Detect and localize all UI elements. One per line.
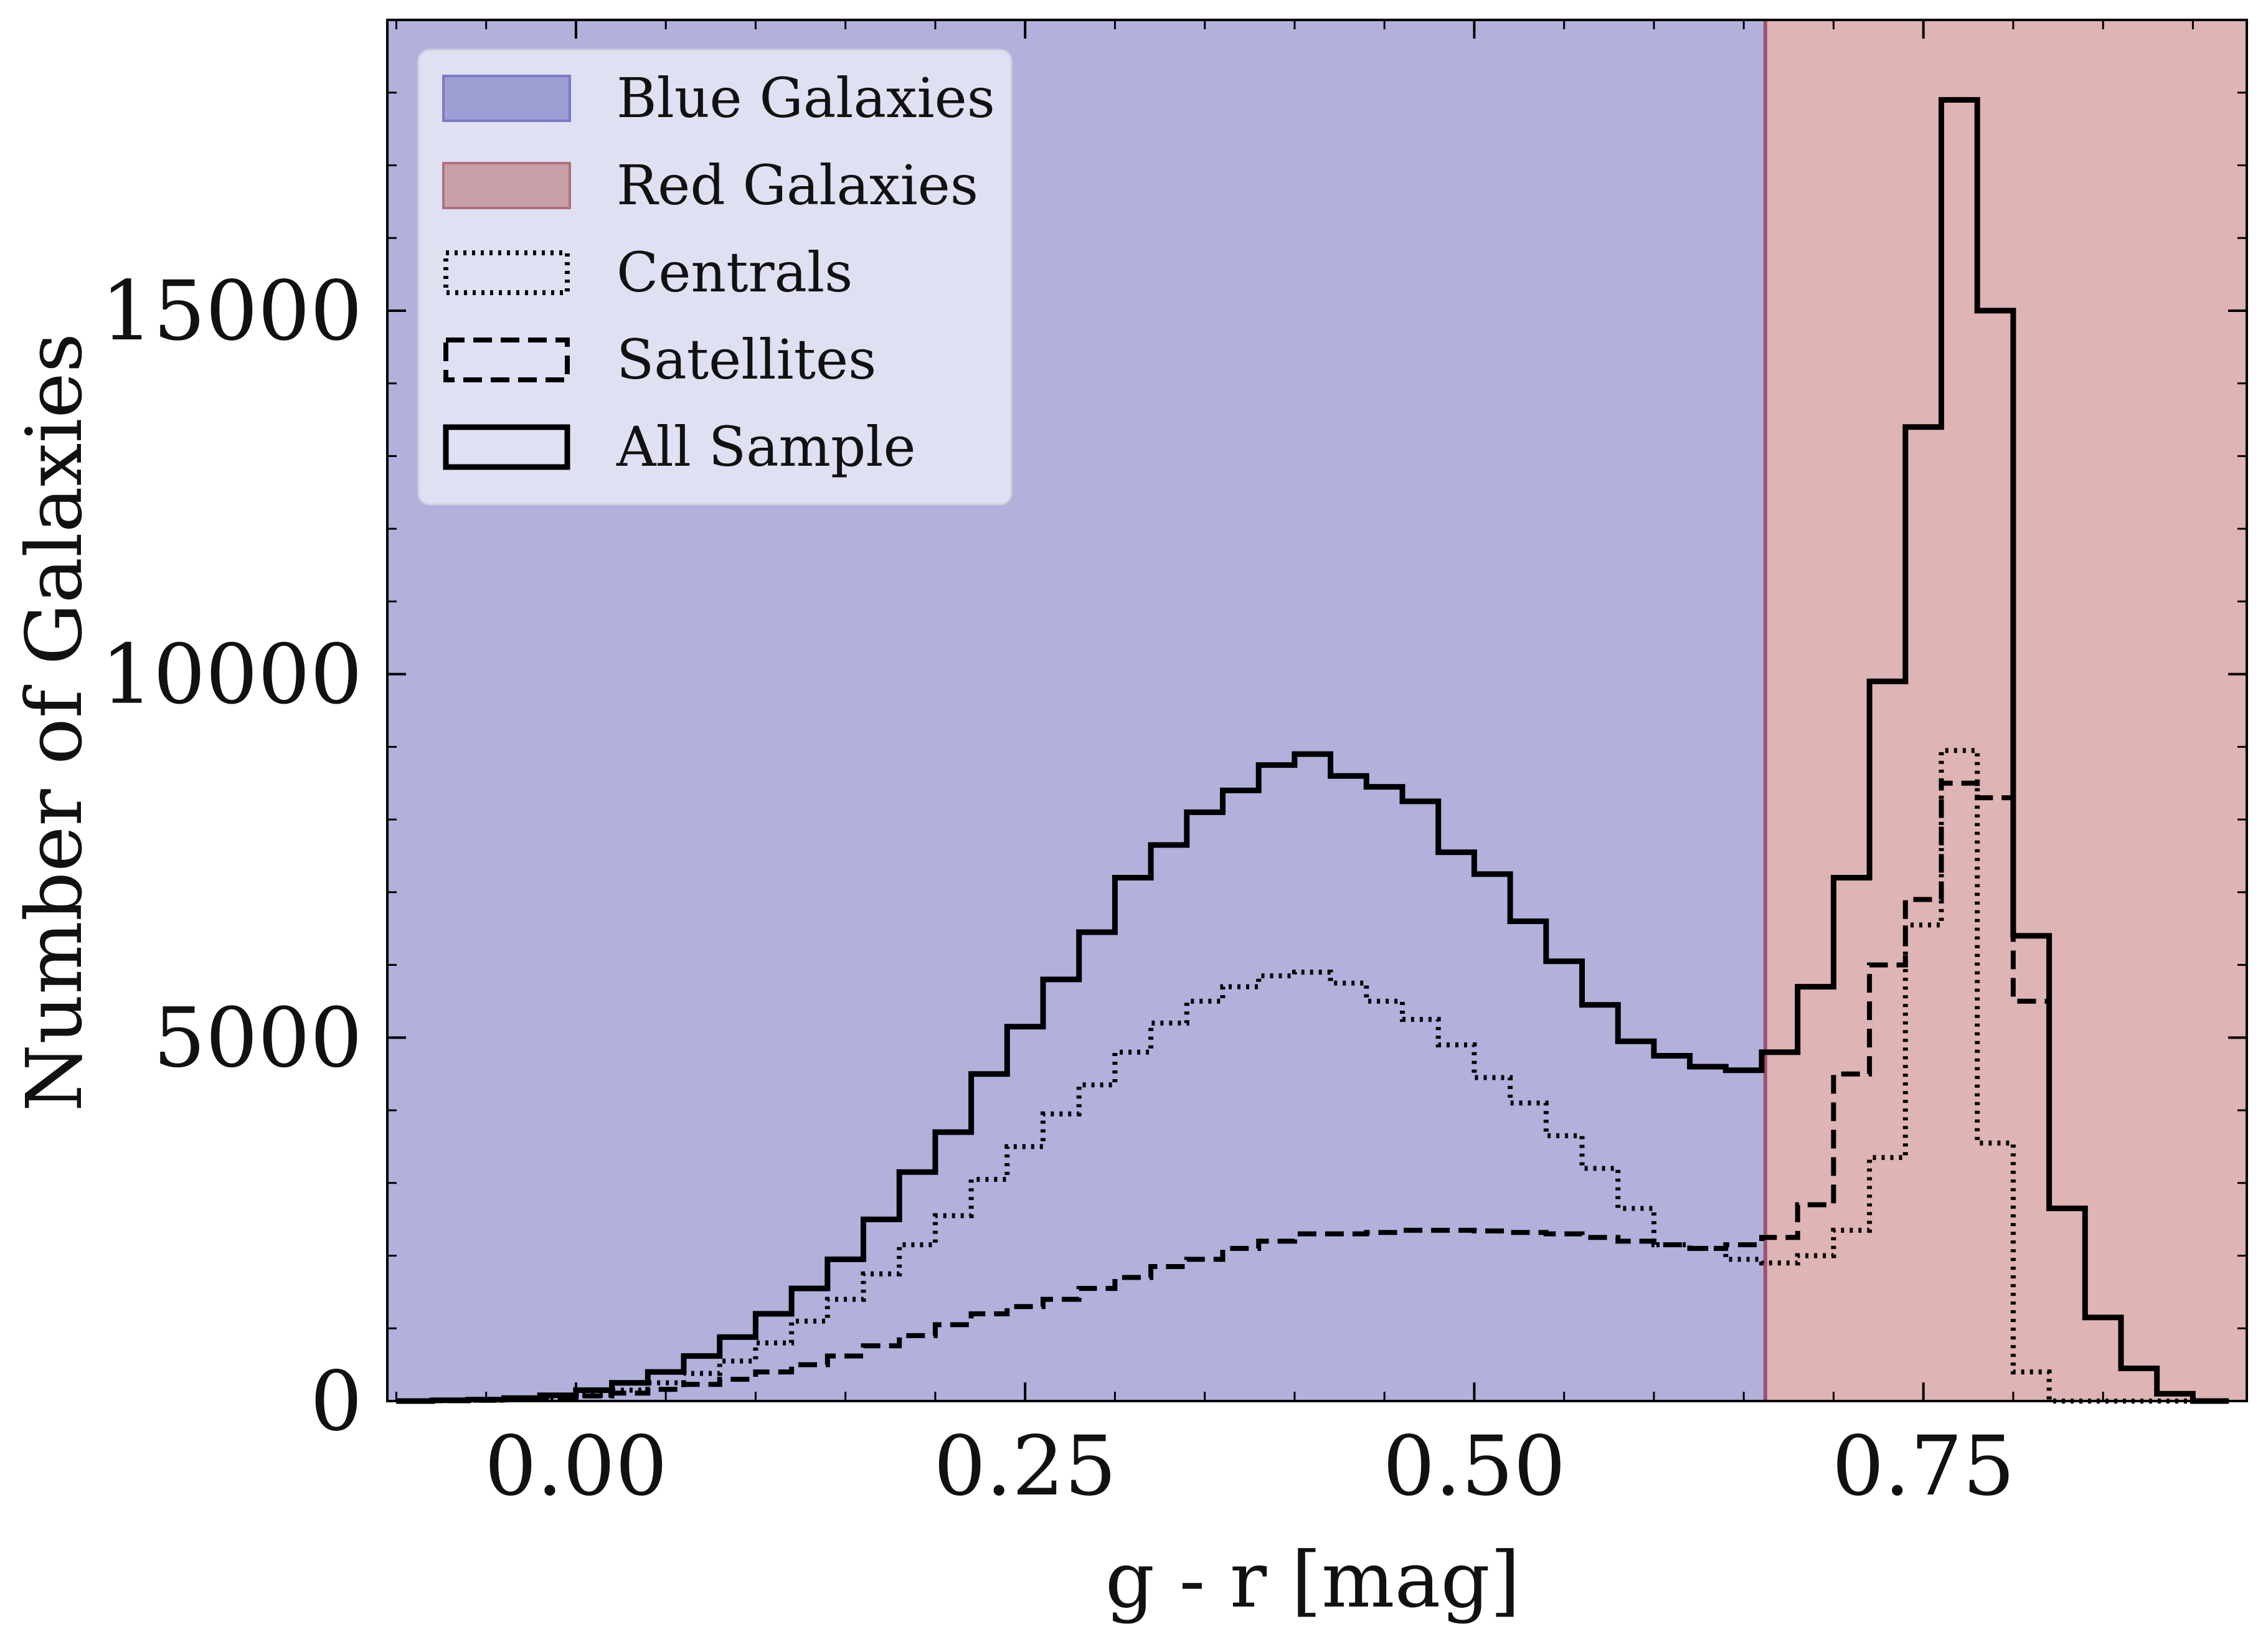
y-axis-title: Number of Galaxies [10, 333, 100, 1112]
series-satellites [396, 780, 2229, 1404]
x-axis-title: g - r [mag] [1105, 1536, 1520, 1625]
legend-swatch-red-galaxies [442, 162, 571, 209]
legend-label-centrals: Centrals [616, 240, 853, 304]
legend-swatch-all-sample [443, 424, 570, 470]
legend-label-satellites: Satellites [616, 328, 876, 392]
histogram-series [396, 97, 2229, 1404]
legend-label-all-sample: All Sample [616, 415, 916, 479]
y-tick-label: 15000 [101, 263, 362, 359]
legend-swatch-blue-galaxies [442, 75, 571, 122]
y-tick-label: 5000 [153, 990, 362, 1086]
legend-label-blue-galaxies: Blue Galaxies [616, 66, 995, 130]
plot-frame [386, 19, 2248, 1402]
y-tick-label: 0 [310, 1354, 362, 1450]
legend: Blue Galaxies Red Galaxies Centrals Satelli… [417, 49, 1013, 506]
y-tick-label: 10000 [101, 627, 362, 723]
x-tick-label: 0.50 [1382, 1418, 1566, 1514]
axes: 0.00 0.25 0.50 0.75 0 5000 10000 15000 [101, 19, 2248, 1514]
x-tick-label: 0.75 [1832, 1418, 2015, 1514]
legend-swatch-satellites [443, 337, 570, 382]
legend-swatch-centrals [443, 250, 570, 295]
series-all-sample [396, 97, 2229, 1404]
x-tick-label: 0.00 [484, 1418, 668, 1514]
region-red-galaxies [1765, 20, 2247, 1401]
legend-label-red-galaxies: Red Galaxies [616, 153, 978, 217]
x-tick-label: 0.25 [933, 1418, 1117, 1514]
color-regions [387, 20, 2247, 1401]
